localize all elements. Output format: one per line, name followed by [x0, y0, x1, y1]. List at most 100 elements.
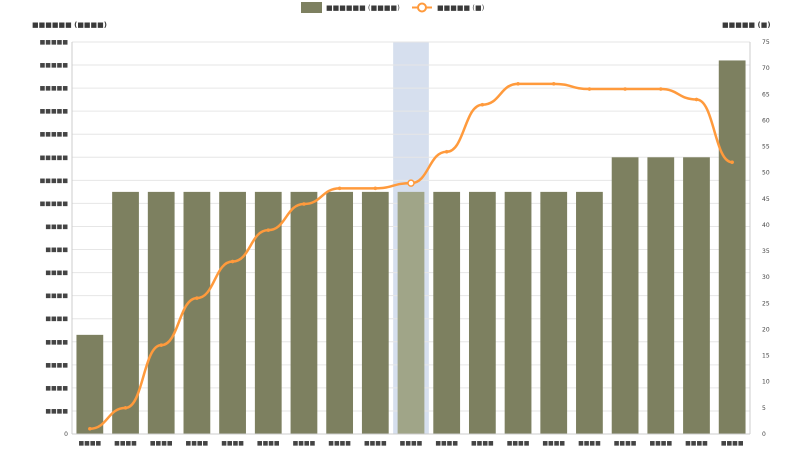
bar[interactable]	[76, 334, 104, 434]
bar[interactable]	[397, 191, 425, 434]
right-tick-label: 55	[762, 144, 770, 151]
left-axis-title: ■■■■■■ (■■■■)	[32, 21, 107, 29]
right-tick-label: 70	[762, 65, 770, 72]
bar[interactable]	[504, 191, 532, 434]
x-tick-label: ■■■■	[578, 440, 601, 447]
left-tick-label: ■■■■	[45, 270, 68, 277]
x-tick-label: ■■■■	[364, 440, 387, 447]
x-tick-label: ■■■■	[257, 440, 280, 447]
legend-item-line[interactable]: ■■■■■ (■)	[412, 2, 485, 13]
bar[interactable]	[468, 191, 496, 434]
x-tick-label: ■■■■	[221, 440, 244, 447]
x-tick-label: ■■■■	[685, 440, 708, 447]
bar-series	[76, 60, 746, 435]
bar[interactable]	[647, 157, 675, 434]
axes: 0■■■■■■■■■■■■■■■■■■■■■■■■■■■■■■■■■■■■■■■…	[40, 39, 770, 447]
x-tick-label: ■■■■	[78, 440, 101, 447]
line-point[interactable]	[623, 87, 627, 91]
left-tick-label: ■■■■■	[40, 154, 69, 161]
right-tick-label: 75	[762, 39, 770, 46]
right-tick-label: 35	[762, 248, 770, 255]
right-tick-label: 45	[762, 196, 770, 203]
line-point[interactable]	[587, 87, 592, 91]
x-tick-label: ■■■■	[542, 440, 565, 447]
legend: ■■■■■■ (■■■■) ■■■■■ (■)	[301, 2, 485, 13]
left-tick-label: ■■■■	[45, 362, 68, 369]
bar[interactable]	[147, 191, 175, 434]
line-point[interactable]	[516, 81, 520, 86]
bar[interactable]	[361, 191, 389, 434]
right-tick-label: 0	[762, 431, 766, 438]
line-point[interactable]	[444, 149, 449, 154]
left-tick-label: ■■■■■	[40, 131, 69, 138]
right-tick-label: 65	[762, 91, 770, 98]
left-tick-label: 0	[64, 431, 68, 438]
bar[interactable]	[183, 191, 211, 434]
line-point[interactable]	[230, 259, 235, 264]
right-tick-label: 10	[762, 379, 770, 386]
bar[interactable]	[219, 191, 246, 434]
legend-label-line: ■■■■■ (■)	[437, 4, 485, 12]
right-tick-label: 40	[762, 222, 770, 229]
left-tick-label: ■■■■■	[40, 62, 69, 69]
left-tick-label: ■■■■	[45, 385, 68, 392]
left-tick-label: ■■■■	[45, 223, 68, 230]
x-tick-label: ■■■■	[150, 440, 173, 447]
bar[interactable]	[611, 157, 639, 434]
line-point[interactable]	[730, 160, 735, 165]
line-point[interactable]	[407, 179, 415, 187]
legend-item-bars[interactable]: ■■■■■■ (■■■■)	[301, 2, 400, 13]
line-point[interactable]	[373, 186, 378, 191]
line-point[interactable]	[694, 97, 699, 102]
x-tick-label: ■■■■	[114, 440, 137, 447]
x-tick-label: ■■■■	[186, 440, 209, 447]
bar[interactable]	[576, 191, 603, 434]
x-tick-label: ■■■■	[614, 440, 637, 447]
bar[interactable]	[718, 60, 746, 435]
legend-swatch-bars	[301, 2, 322, 13]
bar[interactable]	[683, 157, 710, 434]
left-tick-label: ■■■■	[45, 293, 68, 300]
bar[interactable]	[326, 191, 354, 434]
line-point[interactable]	[302, 202, 306, 206]
bar[interactable]	[290, 191, 318, 434]
right-tick-label: 25	[762, 300, 770, 307]
line-point[interactable]	[658, 87, 663, 91]
x-tick-label: ■■■■	[435, 440, 458, 447]
right-tick-label: 50	[762, 170, 770, 177]
x-tick-label: ■■■■	[328, 440, 351, 447]
x-tick-label: ■■■■	[721, 440, 744, 447]
line-point[interactable]	[337, 186, 342, 191]
line-point[interactable]	[266, 228, 271, 233]
bar[interactable]	[433, 191, 461, 434]
right-axis-title: ■■■■■ (■)	[722, 21, 771, 29]
line-point[interactable]	[87, 426, 92, 431]
line-point[interactable]	[159, 343, 164, 347]
left-tick-label: ■■■■■	[40, 108, 69, 115]
line-point[interactable]	[480, 102, 485, 107]
right-tick-label: 5	[762, 405, 766, 412]
left-tick-label: ■■■■	[45, 339, 68, 346]
line-point[interactable]	[195, 296, 199, 300]
right-tick-label: 20	[762, 326, 770, 333]
left-tick-label: ■■■■	[45, 247, 68, 254]
x-tick-label: ■■■■	[471, 440, 494, 447]
left-tick-label: ■■■■■	[40, 39, 69, 46]
x-tick-label: ■■■■	[293, 440, 316, 447]
left-tick-label: ■■■■■	[40, 200, 69, 207]
bar[interactable]	[112, 191, 139, 434]
line-point[interactable]	[123, 406, 128, 410]
left-tick-label: ■■■■	[45, 408, 68, 415]
line-point[interactable]	[551, 81, 556, 86]
bar[interactable]	[540, 191, 568, 434]
right-tick-label: 15	[762, 353, 770, 360]
x-tick-label: ■■■■	[400, 440, 423, 447]
x-tick-label: ■■■■	[649, 440, 672, 447]
left-tick-label: ■■■■	[45, 316, 68, 323]
line-series	[87, 81, 735, 431]
right-tick-label: 60	[762, 117, 770, 124]
legend-swatch-marker	[417, 2, 427, 13]
x-tick-label: ■■■■	[507, 440, 530, 447]
legend-label-bars: ■■■■■■ (■■■■)	[326, 4, 400, 12]
